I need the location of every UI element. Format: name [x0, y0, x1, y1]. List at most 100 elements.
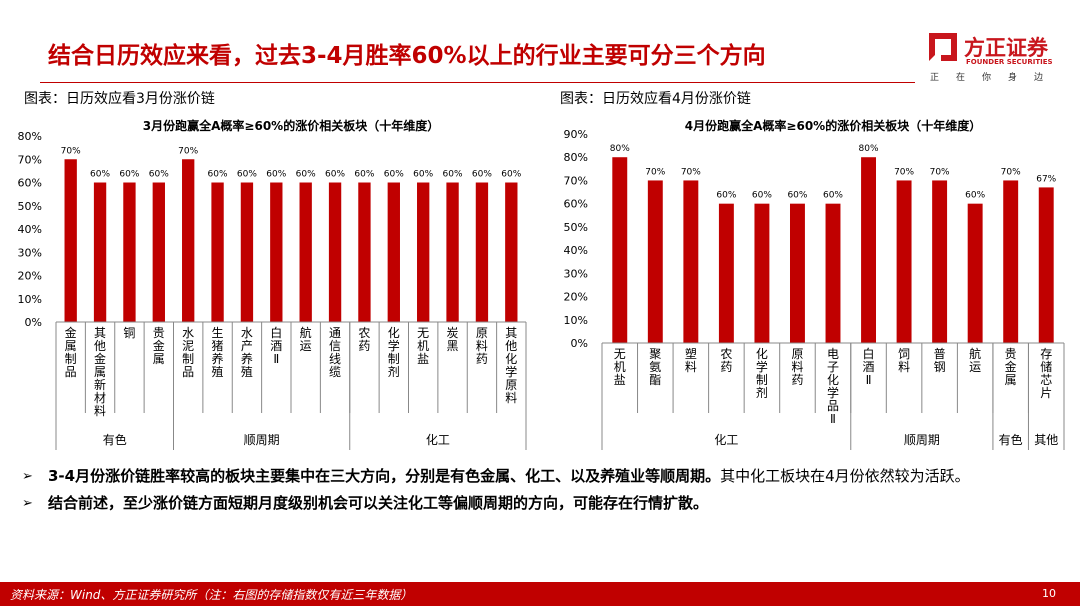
x-category-char: 水: [182, 326, 194, 340]
x-category-label: 农药: [358, 326, 370, 353]
arrow-bullet-icon: ➢: [22, 469, 33, 484]
bar-value-label: 70%: [1001, 167, 1021, 177]
x-category-char: 化: [756, 347, 768, 361]
bar-value-label: 70%: [61, 146, 81, 156]
bar: [647, 180, 663, 343]
arrow-bullet-icon: ➢: [22, 496, 33, 511]
bar: [299, 182, 312, 322]
y-tick-label: 70%: [564, 174, 588, 187]
x-category-char: 猪: [212, 339, 224, 353]
march-bar-chart: 3月份跑赢全A概率≥60%的涨价相关板块（十年维度） 0% 10% 20% 30% 40%…: [18, 118, 527, 450]
bar-value-label: 60%: [208, 170, 228, 180]
x-category-char: 剂: [756, 385, 768, 400]
x-category-char: 品: [182, 365, 194, 379]
x-category-char: 酒: [863, 360, 875, 374]
group-label: 化工: [426, 433, 450, 447]
x-category-char: 聚: [649, 347, 661, 361]
x-category-char: 芯: [1040, 373, 1052, 387]
bar-value-label: 60%: [472, 170, 492, 180]
x-category-char: 新: [94, 377, 106, 392]
bar: [789, 203, 805, 343]
group-label: 有色: [999, 433, 1023, 447]
x-category-char: 泥: [182, 339, 194, 353]
x-category-char: 贵: [1005, 347, 1017, 361]
x-category-char: 料: [505, 391, 517, 405]
x-category-char: 药: [720, 360, 732, 374]
x-category-char: 药: [476, 352, 488, 366]
x-category-char: 金: [1005, 359, 1017, 374]
y-tick-label: 50%: [564, 221, 588, 234]
x-category-char: 学: [827, 385, 839, 400]
x-category-label: 农药: [720, 347, 732, 374]
x-category-char: 普: [934, 347, 946, 361]
x-category-char: 制: [182, 352, 194, 366]
x-category-char: 殖: [212, 364, 224, 379]
x-category-char: 炭: [447, 326, 459, 340]
x-category-char: 缆: [329, 365, 341, 379]
title-divider: [40, 82, 915, 83]
x-category-char: 料: [476, 339, 488, 353]
x-category-char: 贵: [153, 326, 165, 340]
bar-value-label: 67%: [1036, 174, 1056, 184]
y-tick-label: 60%: [18, 177, 42, 190]
y-tick-label: 50%: [18, 200, 42, 213]
logo-slogan: 正在你身边: [930, 73, 1061, 83]
bar: [387, 182, 400, 322]
x-category-char: 酯: [649, 373, 661, 387]
bar-value-label: 60%: [354, 170, 374, 180]
x-category-char: 制: [65, 352, 77, 366]
x-category-char: 学: [388, 338, 400, 353]
group-label: 化工: [714, 433, 738, 447]
y-tick-label: 40%: [18, 223, 42, 236]
x-category-char: 属: [94, 365, 106, 379]
x-category-label: 贵金属: [153, 326, 165, 366]
bullet-point: ➢ 3-4月份涨价链胜率较高的板块主要集中在三大方向，分别是有色金属、化工、以及…: [22, 464, 1062, 489]
group-label: 有色: [103, 433, 127, 447]
y-tick-label: 10%: [564, 314, 588, 327]
x-category-label: 塑料: [685, 346, 697, 374]
page-number: 10: [1042, 587, 1056, 600]
x-category-label: 航运: [300, 325, 312, 353]
bar: [446, 182, 459, 322]
x-category-char: 化: [827, 373, 839, 387]
bar-value-label: 80%: [859, 144, 879, 154]
x-category-char: 品: [827, 399, 839, 413]
y-tick-label: 80%: [564, 151, 588, 164]
logo-english-name: FOUNDER SECURITIES: [966, 58, 1053, 66]
x-category-char: 其: [94, 326, 106, 340]
x-category-char: 养: [241, 351, 253, 366]
x-category-char: 原: [791, 347, 803, 361]
x-category-char: 原: [476, 326, 488, 340]
bar: [825, 203, 841, 343]
x-category-char: 白: [863, 346, 875, 361]
x-category-char: 他: [94, 339, 106, 353]
x-category-label: 聚氨酯: [649, 347, 661, 387]
bar-value-label: 70%: [930, 167, 950, 177]
x-category-char: 农: [720, 347, 732, 361]
bar: [754, 203, 770, 343]
bar: [932, 180, 948, 343]
bar-value-label: 60%: [752, 191, 772, 201]
x-category-char: 氨: [649, 360, 661, 374]
x-category-char: 盐: [417, 352, 429, 366]
x-category-char: Ⅱ: [273, 352, 279, 366]
x-category-char: 药: [791, 373, 803, 387]
x-category-char: 无: [614, 347, 626, 361]
x-category-char: 航: [300, 325, 312, 340]
x-category-char: 黑: [447, 339, 459, 353]
x-category-char: 化: [388, 326, 400, 340]
y-tick-label: 70%: [18, 153, 42, 166]
bar: [417, 182, 430, 322]
group-label: 顺周期: [244, 433, 280, 447]
bar-value-label: 60%: [823, 191, 843, 201]
x-category-char: 料: [94, 404, 106, 418]
bar-value-label: 60%: [965, 191, 985, 201]
y-tick-label: 60%: [564, 198, 588, 211]
bar-value-label: 60%: [501, 170, 521, 180]
x-category-char: 学: [756, 359, 768, 374]
